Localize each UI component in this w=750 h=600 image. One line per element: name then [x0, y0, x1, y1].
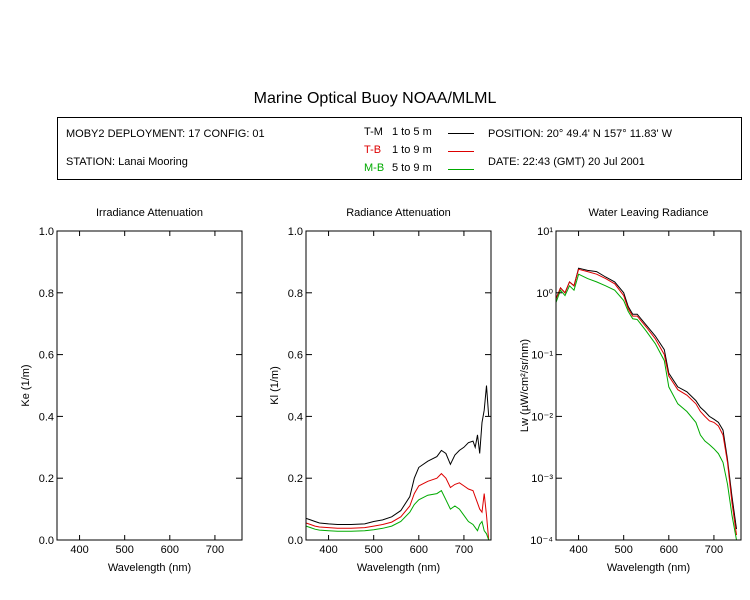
legend-code-tb: T-B — [364, 144, 382, 156]
x-tick-label: 600 — [660, 544, 678, 556]
y-tick-label: 10⁻⁴ — [530, 535, 553, 547]
panel-2-ylabel: Kl (1/m) — [269, 366, 281, 405]
x-tick-label: 700 — [705, 544, 723, 556]
y-tick-label: 0.6 — [288, 350, 303, 362]
x-tick-label: 700 — [206, 544, 224, 556]
legend-code-tm: T-M — [364, 126, 383, 138]
legend-range-tm: 1 to 5 m — [392, 126, 432, 138]
y-tick-label: 10¹ — [537, 226, 553, 238]
panel-1-frame — [56, 230, 243, 541]
y-tick-label: 0.8 — [39, 288, 54, 300]
x-tick-label: 700 — [455, 544, 473, 556]
x-tick-label: 400 — [319, 544, 337, 556]
date-text: DATE: 22:43 (GMT) 20 Jul 2001 — [488, 156, 645, 168]
deployment-text: MOBY2 DEPLOYMENT: 17 CONFIG: 01 — [66, 128, 265, 140]
panel-1-xlabel: Wavelength (nm) — [108, 562, 191, 574]
y-tick-label: 0.6 — [39, 350, 54, 362]
x-tick-label: 500 — [615, 544, 633, 556]
legend-range-tb: 1 to 9 m — [392, 144, 432, 156]
legend-code-mb: M-B — [364, 162, 385, 174]
series-line-2-t-m — [306, 385, 490, 525]
y-tick-label: 0.2 — [288, 473, 303, 485]
panel-1-title: Irradiance Attenuation — [96, 207, 203, 219]
x-tick-label: 600 — [410, 544, 428, 556]
panel-2-title: Radiance Attenuation — [346, 207, 451, 219]
panel-2-frame — [305, 230, 492, 541]
panel-3-xlabel: Wavelength (nm) — [607, 562, 690, 574]
x-tick-label: 500 — [116, 544, 134, 556]
y-tick-label: 10⁰ — [536, 288, 553, 300]
station-text: STATION: Lanai Mooring — [66, 156, 188, 168]
y-tick-label: 10⁻¹ — [531, 350, 553, 362]
series-line-2-t-b — [306, 472, 490, 540]
position-text: POSITION: 20° 49.4' N 157° 11.83' W — [488, 128, 672, 140]
page-title: Marine Optical Buoy NOAA/MLML — [253, 90, 497, 107]
legend-range-mb: 5 to 9 m — [392, 162, 432, 174]
panel-3-title: Water Leaving Radiance — [588, 207, 708, 219]
y-tick-label: 0.8 — [288, 288, 303, 300]
x-tick-label: 400 — [70, 544, 88, 556]
y-tick-label: 0.0 — [288, 535, 303, 547]
y-tick-label: 1.0 — [39, 226, 54, 238]
y-tick-label: 0.4 — [39, 411, 54, 423]
legend-line-mb — [448, 169, 474, 170]
x-tick-label: 400 — [569, 544, 587, 556]
series-line-3-t-b — [556, 268, 737, 536]
y-tick-label: 0.0 — [39, 535, 54, 547]
legend-line-tb — [448, 151, 474, 152]
y-tick-label: 10⁻² — [531, 411, 553, 423]
x-tick-label: 500 — [365, 544, 383, 556]
panel-1-ylabel: Ke (1/m) — [20, 364, 32, 406]
panel-3-ylabel: Lw (µW/cm²/sr/nm) — [519, 339, 531, 432]
y-tick-label: 1.0 — [288, 226, 303, 238]
series-line-2-m-b — [306, 489, 490, 540]
panel-2-xlabel: Wavelength (nm) — [357, 562, 440, 574]
x-tick-label: 600 — [161, 544, 179, 556]
legend-line-tm — [448, 133, 474, 134]
y-tick-label: 10⁻³ — [531, 473, 553, 485]
panel-3-frame — [555, 230, 742, 541]
y-tick-label: 0.4 — [288, 411, 303, 423]
series-line-3-t-m — [556, 267, 737, 530]
series-line-3-m-b — [556, 273, 737, 540]
y-tick-label: 0.2 — [39, 473, 54, 485]
info-box: MOBY2 DEPLOYMENT: 17 CONFIG: 01 STATION:… — [57, 117, 742, 180]
